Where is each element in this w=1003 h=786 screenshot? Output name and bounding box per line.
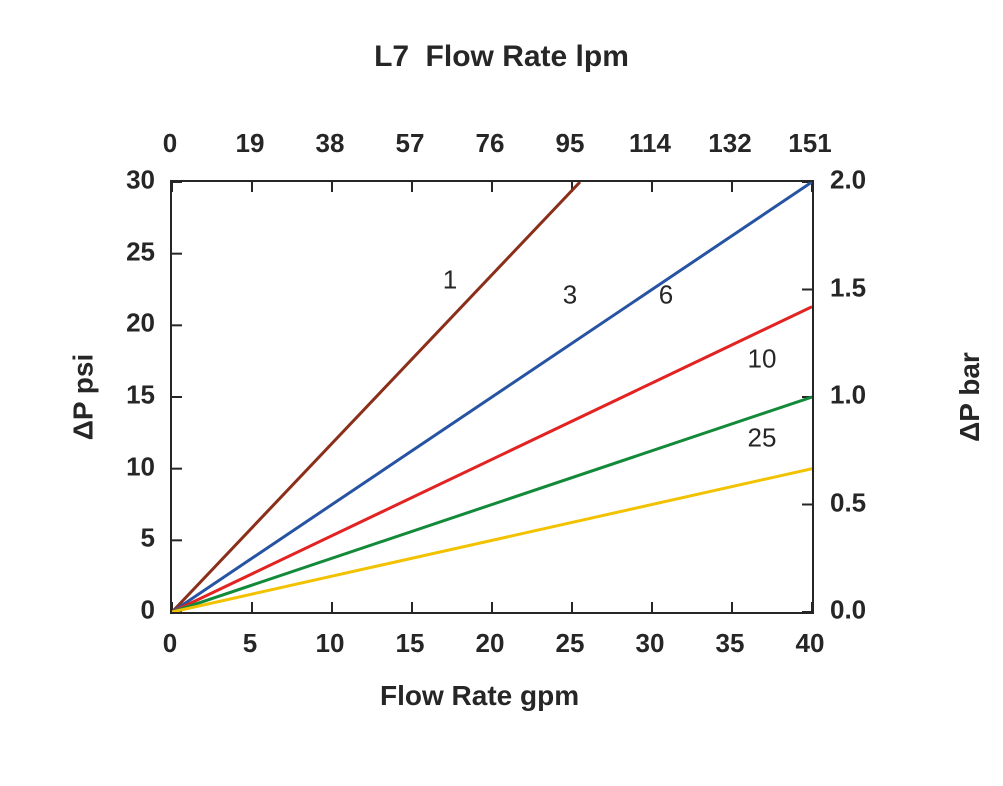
x-top-tick-label: 76 bbox=[476, 128, 505, 159]
y-right-tick-label: 0.0 bbox=[830, 595, 866, 626]
y-left-tick-label: 5 bbox=[115, 523, 155, 554]
x-top-tick-label: 151 bbox=[788, 128, 831, 159]
y-right-tick-label: 0.5 bbox=[830, 487, 866, 518]
series-line bbox=[172, 397, 812, 612]
title-prefix: L7 bbox=[374, 40, 409, 74]
series-line bbox=[172, 469, 812, 612]
chart-lines bbox=[172, 182, 812, 612]
y-left-tick-label: 20 bbox=[115, 308, 155, 339]
series-line bbox=[172, 182, 580, 612]
series-label: 3 bbox=[563, 279, 577, 310]
x-bottom-tick-label: 30 bbox=[636, 628, 665, 659]
y-axis-left-label: ΔP psi bbox=[67, 354, 99, 441]
x-bottom-tick-label: 20 bbox=[476, 628, 505, 659]
x-top-tick-label: 19 bbox=[236, 128, 265, 159]
y-axis-right-label: ΔP bar bbox=[954, 352, 986, 442]
y-left-tick-label: 15 bbox=[115, 380, 155, 411]
x-bottom-tick-label: 25 bbox=[556, 628, 585, 659]
x-top-tick-label: 132 bbox=[708, 128, 751, 159]
x-bottom-tick-label: 35 bbox=[716, 628, 745, 659]
series-label: 25 bbox=[748, 423, 777, 454]
x-top-tick-label: 57 bbox=[396, 128, 425, 159]
x-top-tick-label: 0 bbox=[163, 128, 177, 159]
x-top-tick-label: 95 bbox=[556, 128, 585, 159]
x-top-tick-label: 38 bbox=[316, 128, 345, 159]
y-right-tick-label: 2.0 bbox=[830, 165, 866, 196]
series-line bbox=[172, 182, 812, 612]
y-left-tick-label: 10 bbox=[115, 451, 155, 482]
series-label: 10 bbox=[748, 344, 777, 375]
plot-area bbox=[170, 180, 814, 614]
series-label: 6 bbox=[659, 279, 673, 310]
x-bottom-tick-label: 10 bbox=[316, 628, 345, 659]
y-left-tick-label: 0 bbox=[115, 595, 155, 626]
x-bottom-tick-label: 5 bbox=[243, 628, 257, 659]
x-top-tick-label: 114 bbox=[629, 128, 671, 159]
chart-title: L7 Flow Rate lpm bbox=[0, 40, 1003, 74]
y-right-tick-label: 1.0 bbox=[830, 380, 866, 411]
x-bottom-tick-label: 0 bbox=[163, 628, 177, 659]
series-label: 1 bbox=[443, 265, 457, 296]
x-bottom-tick-label: 15 bbox=[396, 628, 425, 659]
y-left-tick-label: 25 bbox=[115, 236, 155, 267]
x-bottom-tick-label: 40 bbox=[796, 628, 825, 659]
y-right-tick-label: 1.5 bbox=[830, 272, 866, 303]
title-top: Flow Rate lpm bbox=[426, 40, 629, 74]
y-left-tick-label: 30 bbox=[115, 165, 155, 196]
x-axis-bottom-label: Flow Rate gpm bbox=[380, 680, 579, 712]
series-line bbox=[172, 307, 812, 612]
